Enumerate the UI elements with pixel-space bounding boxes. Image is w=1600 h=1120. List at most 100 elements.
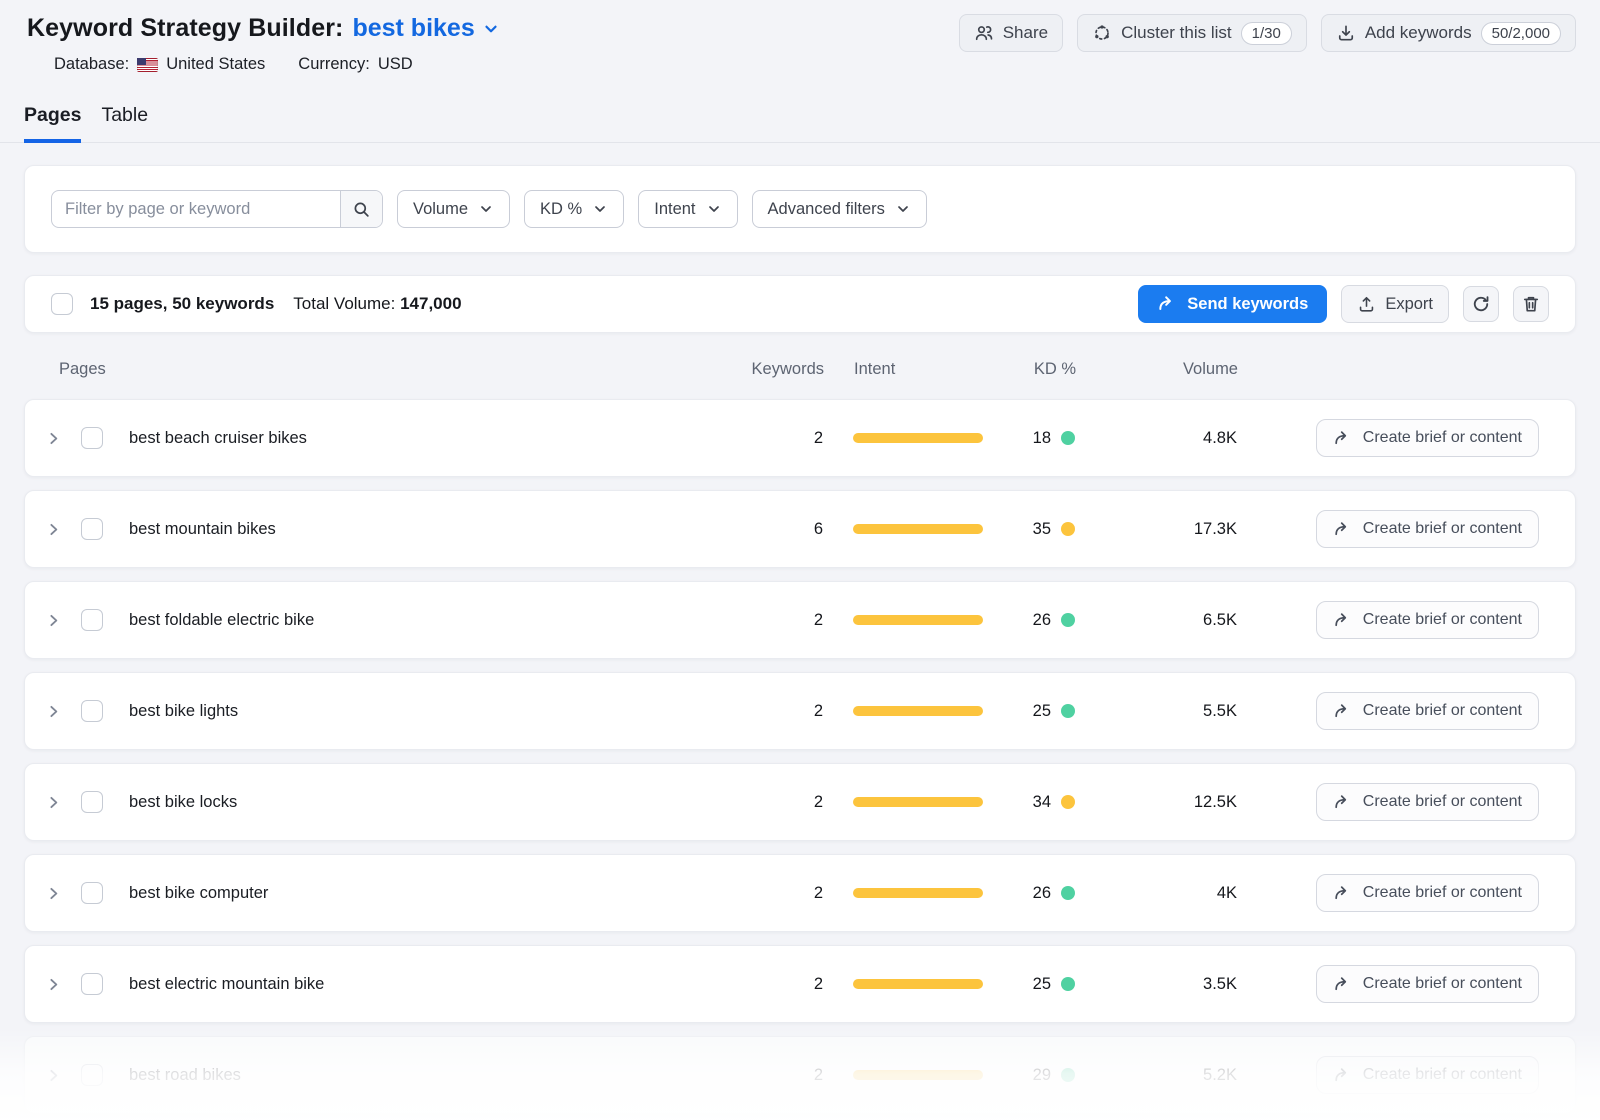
create-brief-button[interactable]: Create brief or content: [1315, 874, 1539, 912]
kd-value: 26: [1032, 883, 1051, 902]
share-label: Share: [1002, 23, 1049, 42]
chevron-right-icon: [45, 885, 62, 902]
create-brief-button[interactable]: Create brief or content: [1315, 783, 1539, 821]
chevron-down-icon: [895, 201, 911, 217]
curved-arrow-icon: [1333, 429, 1352, 448]
page-label: best mountain bikes: [129, 519, 276, 538]
create-brief-button[interactable]: Create brief or content: [1315, 601, 1539, 639]
curved-arrow-icon: [1333, 702, 1352, 721]
filter-bar: Volume KD % Intent Advanced filters: [24, 165, 1576, 253]
expand-row-button[interactable]: [45, 976, 69, 993]
keywords-count: 2: [813, 701, 823, 720]
list-name[interactable]: best bikes: [352, 14, 475, 42]
page-label: best beach cruiser bikes: [129, 428, 307, 447]
add-keywords-label: Add keywords: [1364, 23, 1472, 42]
export-label: Export: [1385, 294, 1433, 313]
expand-row-button[interactable]: [45, 794, 69, 811]
row-checkbox[interactable]: [81, 882, 103, 904]
tab-pages[interactable]: Pages: [24, 104, 82, 143]
volume-value: 17.3K: [1193, 519, 1237, 538]
keywords-count: 2: [813, 792, 823, 811]
intent-bar: [853, 979, 983, 989]
create-brief-button[interactable]: Create brief or content: [1315, 965, 1539, 1003]
expand-row-button[interactable]: [45, 521, 69, 538]
keywords-count: 2: [813, 1065, 823, 1084]
list-selector[interactable]: best bikes: [352, 14, 499, 43]
advanced-filters-dropdown[interactable]: Advanced filters: [751, 190, 927, 228]
intent-bar: [853, 888, 983, 898]
create-brief-button[interactable]: Create brief or content: [1315, 1056, 1539, 1094]
row-checkbox[interactable]: [81, 973, 103, 995]
create-brief-button[interactable]: Create brief or content: [1315, 419, 1539, 457]
search-button[interactable]: [340, 191, 382, 227]
kd-dot: [1061, 977, 1075, 991]
select-all-checkbox[interactable]: [51, 293, 73, 315]
kd-dot: [1061, 795, 1075, 809]
curved-arrow-icon: [1333, 520, 1352, 539]
page-label: best foldable electric bike: [129, 610, 315, 629]
kd-value: 29: [1032, 1065, 1051, 1084]
expand-row-button[interactable]: [45, 430, 69, 447]
volume-value: 4.8K: [1203, 428, 1237, 447]
keywords-limit-badge: 50/2,000: [1480, 21, 1561, 45]
expand-row-button[interactable]: [45, 1067, 69, 1084]
expand-row-button[interactable]: [45, 885, 69, 902]
share-button[interactable]: Share: [958, 14, 1064, 52]
create-brief-button[interactable]: Create brief or content: [1315, 692, 1539, 730]
trash-icon: [1521, 294, 1541, 314]
table-row: best bike locks 2 34 12.5K Create brief …: [24, 763, 1576, 841]
intent-bar: [853, 797, 983, 807]
column-header-volume: Volume: [1182, 359, 1238, 378]
meta-row: Database: United States Currency: USD: [54, 55, 500, 74]
kd-value: 18: [1032, 428, 1051, 447]
volume-filter-dropdown[interactable]: Volume: [397, 190, 511, 228]
table-row: best mountain bikes 6 35 17.3K Create br…: [24, 490, 1576, 568]
kd-dot: [1061, 431, 1075, 445]
intent-filter-dropdown[interactable]: Intent: [638, 190, 738, 228]
create-brief-button[interactable]: Create brief or content: [1315, 510, 1539, 548]
row-checkbox[interactable]: [81, 700, 103, 722]
refresh-button[interactable]: [1463, 286, 1499, 322]
row-checkbox[interactable]: [81, 609, 103, 631]
expand-row-button[interactable]: [45, 703, 69, 720]
delete-button[interactable]: [1513, 286, 1549, 322]
page-label: best road bikes: [129, 1065, 241, 1084]
create-brief-label: Create brief or content: [1362, 611, 1522, 628]
send-arrow-icon: [1157, 294, 1177, 314]
cluster-list-button[interactable]: Cluster this list 1/30: [1077, 14, 1307, 52]
kd-value: 26: [1032, 610, 1051, 629]
table-row: best road bikes 2 29 5.2K Create brief o…: [24, 1036, 1576, 1114]
column-header-keywords: Keywords: [751, 359, 824, 378]
tab-table[interactable]: Table: [101, 104, 149, 126]
keywords-count: 2: [813, 610, 823, 629]
create-brief-label: Create brief or content: [1362, 1066, 1522, 1083]
row-checkbox[interactable]: [81, 1064, 103, 1086]
intent-bar: [853, 706, 983, 716]
database-value: United States: [166, 55, 266, 73]
kd-filter-dropdown[interactable]: KD %: [524, 190, 625, 228]
page-label: best bike computer: [129, 883, 269, 902]
send-keywords-button[interactable]: Send keywords: [1138, 285, 1328, 323]
search-box: [51, 190, 383, 228]
cluster-label: Cluster this list: [1121, 23, 1232, 42]
add-keywords-button[interactable]: Add keywords 50/2,000: [1320, 14, 1576, 52]
column-header-kd: KD %: [1033, 359, 1076, 378]
row-checkbox[interactable]: [81, 791, 103, 813]
table-row: best beach cruiser bikes 2 18 4.8K Creat…: [24, 399, 1576, 477]
expand-row-button[interactable]: [45, 612, 69, 629]
row-checkbox[interactable]: [81, 427, 103, 449]
column-header-pages: Pages: [59, 359, 106, 378]
page-header: Keyword Strategy Builder: best bikes Dat…: [0, 0, 1600, 74]
keywords-count: 2: [813, 974, 823, 993]
search-input[interactable]: [52, 191, 340, 227]
row-checkbox[interactable]: [81, 518, 103, 540]
download-icon: [1336, 23, 1356, 43]
cluster-count-badge: 1/30: [1240, 21, 1292, 45]
volume-value: 12.5K: [1193, 792, 1237, 811]
volume-filter-label: Volume: [413, 199, 469, 218]
people-icon: [974, 23, 994, 43]
intent-bar: [853, 433, 983, 443]
view-tabs: Pages Table: [0, 104, 1600, 143]
export-button[interactable]: Export: [1341, 285, 1449, 323]
create-brief-label: Create brief or content: [1362, 429, 1522, 446]
